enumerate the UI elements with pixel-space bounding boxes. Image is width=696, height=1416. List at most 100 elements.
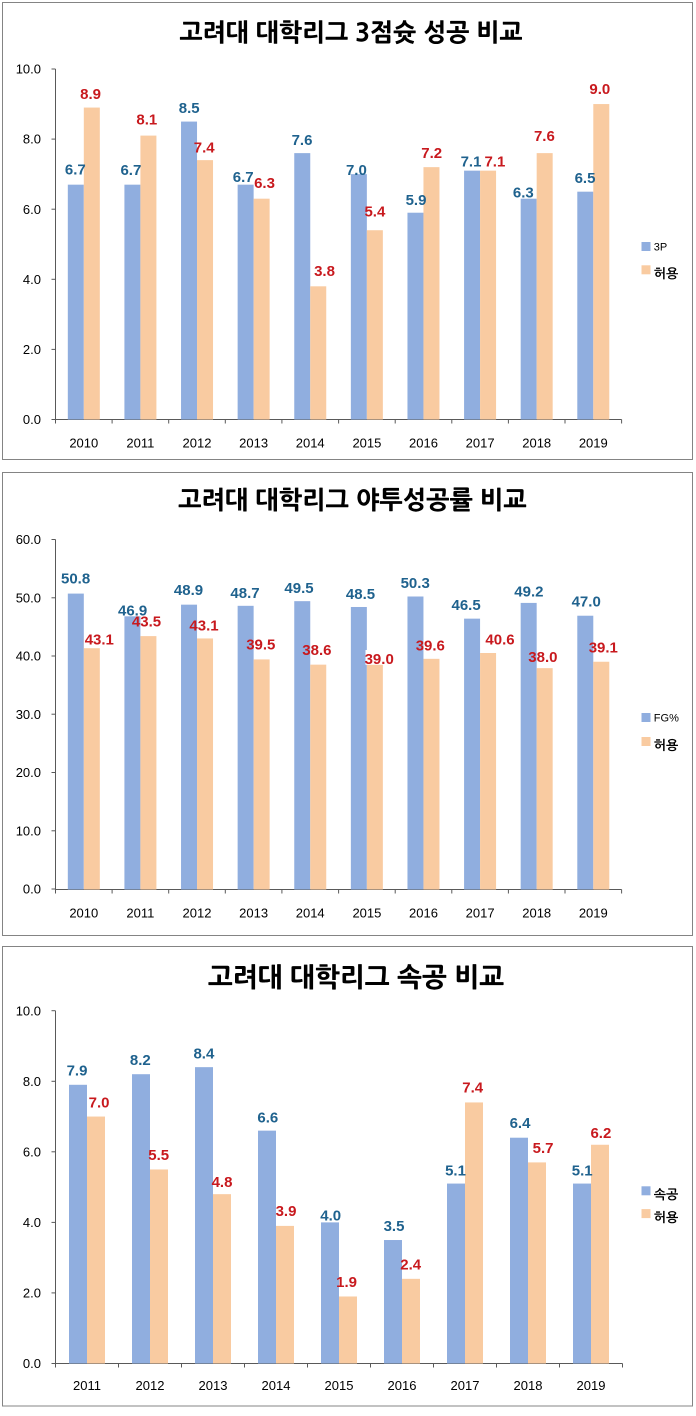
svg-text:2013: 2013	[239, 906, 268, 921]
svg-text:0.0: 0.0	[23, 412, 41, 427]
svg-text:8.9: 8.9	[80, 86, 101, 103]
svg-text:2010: 2010	[69, 906, 98, 921]
svg-text:5.1: 5.1	[572, 1162, 593, 1179]
svg-text:10.0: 10.0	[16, 823, 41, 838]
svg-text:2016: 2016	[388, 1378, 417, 1393]
svg-text:6.7: 6.7	[120, 162, 141, 179]
svg-text:7.4: 7.4	[462, 1080, 484, 1097]
svg-text:20.0: 20.0	[16, 765, 41, 780]
svg-text:0.0: 0.0	[23, 882, 41, 897]
svg-text:6.4: 6.4	[510, 1115, 532, 1132]
svg-text:7.6: 7.6	[292, 132, 313, 149]
svg-text:2012: 2012	[136, 1378, 165, 1393]
svg-text:8.0: 8.0	[23, 1074, 41, 1089]
svg-text:2016: 2016	[409, 436, 438, 451]
svg-text:39.5: 39.5	[246, 637, 275, 654]
svg-text:7.0: 7.0	[89, 1095, 110, 1112]
svg-text:7.6: 7.6	[534, 128, 555, 145]
svg-text:3P: 3P	[654, 242, 667, 254]
svg-text:2.0: 2.0	[23, 342, 41, 357]
svg-text:6.6: 6.6	[257, 1109, 278, 1126]
svg-text:2013: 2013	[239, 436, 268, 451]
svg-text:39.0: 39.0	[365, 651, 394, 668]
svg-text:2015: 2015	[325, 1378, 354, 1393]
svg-text:6.7: 6.7	[65, 162, 86, 179]
svg-text:9.0: 9.0	[589, 81, 610, 98]
svg-text:39.1: 39.1	[589, 639, 618, 656]
svg-text:5.1: 5.1	[445, 1163, 466, 1180]
svg-text:2010: 2010	[69, 436, 98, 451]
svg-text:2019: 2019	[577, 1378, 606, 1393]
svg-text:43.1: 43.1	[189, 618, 218, 635]
svg-text:48.9: 48.9	[174, 582, 203, 599]
svg-text:43.5: 43.5	[132, 613, 161, 630]
svg-text:2014: 2014	[296, 436, 325, 451]
svg-text:2019: 2019	[579, 436, 608, 451]
svg-text:48.7: 48.7	[230, 585, 259, 602]
svg-text:39.6: 39.6	[416, 637, 445, 654]
svg-text:0.0: 0.0	[23, 1356, 41, 1371]
svg-text:50.8: 50.8	[61, 571, 90, 588]
svg-text:2011: 2011	[126, 436, 154, 451]
svg-text:6.5: 6.5	[575, 170, 596, 187]
svg-text:49.2: 49.2	[514, 583, 543, 600]
svg-text:5.5: 5.5	[148, 1147, 169, 1164]
svg-text:7.1: 7.1	[461, 153, 482, 170]
svg-text:3.5: 3.5	[384, 1218, 405, 1235]
svg-text:2017: 2017	[451, 1378, 480, 1393]
svg-text:2017: 2017	[466, 906, 495, 921]
svg-text:43.1: 43.1	[85, 632, 114, 649]
svg-text:7.1: 7.1	[484, 153, 505, 170]
svg-text:6.2: 6.2	[590, 1125, 611, 1142]
svg-text:5.9: 5.9	[406, 192, 427, 209]
svg-text:6.0: 6.0	[23, 202, 41, 217]
svg-text:3.9: 3.9	[276, 1203, 297, 1220]
svg-text:1.9: 1.9	[336, 1274, 357, 1291]
svg-text:2012: 2012	[183, 906, 212, 921]
svg-text:2017: 2017	[466, 436, 495, 451]
svg-text:8.2: 8.2	[130, 1052, 151, 1069]
svg-text:7.2: 7.2	[421, 145, 442, 162]
svg-text:6.7: 6.7	[233, 169, 254, 186]
svg-text:2015: 2015	[352, 436, 381, 451]
svg-text:46.9: 46.9	[118, 602, 147, 619]
svg-text:4.0: 4.0	[23, 1215, 41, 1230]
svg-text:38.0: 38.0	[528, 649, 557, 666]
svg-text:40.6: 40.6	[485, 631, 514, 648]
svg-text:7.4: 7.4	[194, 139, 216, 156]
svg-text:7.9: 7.9	[67, 1063, 88, 1080]
svg-text:2013: 2013	[199, 1378, 228, 1393]
svg-text:6.3: 6.3	[254, 175, 275, 192]
svg-text:50.0: 50.0	[16, 590, 41, 605]
svg-text:2.4: 2.4	[400, 1256, 422, 1273]
svg-text:2018: 2018	[522, 436, 551, 451]
svg-text:2018: 2018	[522, 906, 551, 921]
svg-text:2014: 2014	[262, 1378, 291, 1393]
svg-text:4.0: 4.0	[320, 1208, 341, 1225]
svg-text:48.5: 48.5	[346, 586, 375, 603]
svg-text:2012: 2012	[183, 436, 212, 451]
svg-text:2016: 2016	[409, 906, 438, 921]
svg-text:46.5: 46.5	[451, 597, 480, 614]
svg-text:3.8: 3.8	[314, 263, 335, 280]
svg-text:5.7: 5.7	[533, 1140, 554, 1157]
svg-text:8.5: 8.5	[179, 100, 200, 117]
svg-text:2.0: 2.0	[23, 1286, 41, 1301]
svg-text:40.0: 40.0	[16, 649, 41, 664]
svg-text:8.4: 8.4	[193, 1045, 215, 1062]
svg-text:8.1: 8.1	[136, 112, 157, 129]
svg-text:4.0: 4.0	[23, 272, 41, 287]
svg-text:60.0: 60.0	[16, 532, 41, 547]
svg-text:2015: 2015	[352, 906, 381, 921]
svg-text:7.0: 7.0	[346, 162, 367, 179]
svg-text:FG%: FG%	[654, 713, 679, 725]
svg-text:47.0: 47.0	[572, 594, 601, 611]
svg-text:5.4: 5.4	[364, 203, 386, 220]
svg-text:6.3: 6.3	[513, 184, 534, 201]
svg-text:8.0: 8.0	[23, 132, 41, 147]
svg-text:10.0: 10.0	[16, 62, 41, 77]
svg-text:6.0: 6.0	[23, 1144, 41, 1159]
svg-text:2018: 2018	[514, 1378, 543, 1393]
svg-text:30.0: 30.0	[16, 707, 41, 722]
svg-text:10.0: 10.0	[16, 1003, 41, 1018]
